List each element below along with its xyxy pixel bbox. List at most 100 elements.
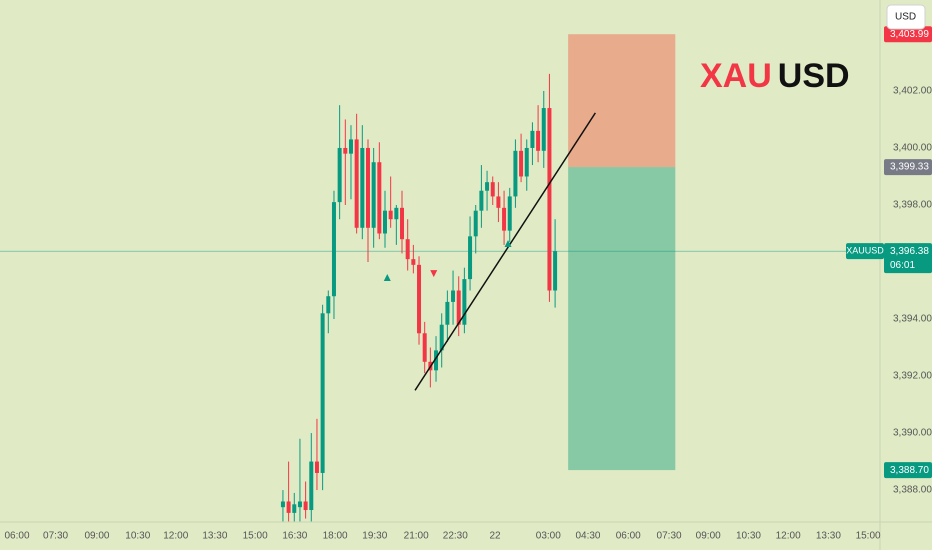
- symbol-tag-box: [846, 243, 884, 260]
- candle-body: [462, 279, 467, 325]
- candle-body: [502, 207, 507, 231]
- candle-body: [400, 207, 405, 240]
- x-tick-label: 13:30: [202, 531, 227, 542]
- x-tick-label: 15:00: [243, 531, 268, 542]
- candle-body: [309, 461, 314, 511]
- x-tick-label: 10:30: [125, 531, 150, 542]
- x-tick-label: 09:00: [84, 531, 109, 542]
- candle-body: [280, 501, 285, 508]
- currency-label: USD: [895, 12, 916, 23]
- candle-body: [496, 196, 501, 208]
- candle-body: [405, 239, 410, 260]
- y-tick-label: 3,392.00: [893, 371, 932, 382]
- last-price-tag-box: [884, 243, 932, 274]
- countdown: 06:01: [890, 260, 915, 271]
- x-tick-label: 03:00: [536, 531, 561, 542]
- target-tag-box: [884, 462, 932, 479]
- signal-marker: [383, 273, 391, 281]
- x-tick-label: 18:00: [323, 531, 348, 542]
- candle-body: [320, 313, 325, 473]
- y-tick-label: 3,388.00: [893, 485, 932, 496]
- target-tag: 3,388.70: [890, 465, 929, 476]
- candle-body: [331, 202, 336, 297]
- title-part: USD: [778, 57, 850, 95]
- candle-body: [297, 501, 302, 508]
- candle-body: [371, 162, 376, 228]
- x-tick-label: 09:00: [696, 531, 721, 542]
- candle-body: [388, 210, 393, 220]
- candle-body: [524, 147, 529, 177]
- y-tick-label: 3,390.00: [893, 428, 932, 439]
- currency-box: [886, 4, 926, 30]
- x-tick-label: 19:30: [362, 531, 387, 542]
- candle-body: [394, 207, 399, 220]
- candle-body: [326, 296, 331, 314]
- candle-body: [303, 501, 308, 511]
- x-tick-label: 07:30: [43, 531, 68, 542]
- stop-zone: [568, 34, 676, 168]
- candle-body: [507, 196, 512, 231]
- chart-title: XAU USD: [700, 57, 850, 95]
- candle-body: [337, 147, 342, 203]
- x-tick-label: 13:30: [816, 531, 841, 542]
- x-tick-label: 21:00: [404, 531, 429, 542]
- signal-marker: [504, 240, 512, 248]
- candle-body: [434, 350, 439, 371]
- entry-tag-box: [884, 159, 932, 176]
- candle-body: [541, 108, 546, 151]
- candle-body: [411, 259, 416, 265]
- candle-body: [513, 150, 518, 197]
- candle-body: [490, 182, 495, 197]
- candle-body: [286, 501, 291, 513]
- candle-body: [383, 210, 387, 234]
- candle-body: [530, 130, 535, 148]
- x-tick-label: 06:00: [616, 531, 641, 542]
- candle-body: [479, 190, 484, 211]
- trend-line: [414, 112, 596, 391]
- target-zone: [568, 167, 676, 471]
- stop-tag: 3,403.99: [890, 29, 929, 40]
- candle-body: [473, 210, 478, 237]
- title-part: XAU: [700, 57, 772, 95]
- candle-body: [417, 264, 422, 334]
- entry-tag: 3,399.33: [890, 162, 929, 173]
- x-tick-label: 04:30: [575, 531, 600, 542]
- candle-body: [422, 333, 427, 362]
- candle-body: [468, 236, 473, 280]
- x-tick-label: 22: [489, 531, 501, 542]
- last-price-tag: 3,396.38: [890, 246, 929, 257]
- x-tick-label: 15:00: [856, 531, 881, 542]
- x-tick-label: 22:30: [443, 531, 468, 542]
- symbol-tag: XAUUSD: [846, 246, 884, 256]
- x-tick-label: 06:00: [4, 531, 29, 542]
- stop-tag-box: [884, 26, 932, 43]
- candle-body: [439, 324, 444, 351]
- candle-body: [547, 108, 552, 291]
- candle-body: [485, 182, 490, 191]
- candle-body: [536, 130, 541, 151]
- x-tick-label: 12:00: [776, 531, 801, 542]
- y-tick-label: 3,398.00: [893, 200, 932, 211]
- candle-body: [553, 251, 558, 291]
- x-tick-label: 07:30: [657, 531, 682, 542]
- y-tick-label: 3,394.00: [893, 314, 932, 325]
- candle-body: [519, 150, 524, 177]
- candle-body: [292, 504, 297, 513]
- candle-body: [456, 290, 461, 325]
- candle-body: [348, 139, 353, 154]
- signal-marker: [430, 270, 438, 278]
- candle-body: [314, 461, 319, 473]
- x-tick-label: 12:00: [163, 531, 188, 542]
- candle-body: [377, 162, 382, 234]
- candle-body: [445, 301, 450, 325]
- x-tick-label: 16:30: [282, 531, 307, 542]
- candle-body: [354, 139, 359, 228]
- candle-body: [451, 290, 456, 302]
- y-tick-label: 3,400.00: [893, 143, 932, 154]
- x-tick-label: 10:30: [736, 531, 761, 542]
- candle-body: [360, 147, 365, 228]
- y-tick-label: 3,402.00: [893, 86, 932, 97]
- candle-body: [343, 147, 348, 154]
